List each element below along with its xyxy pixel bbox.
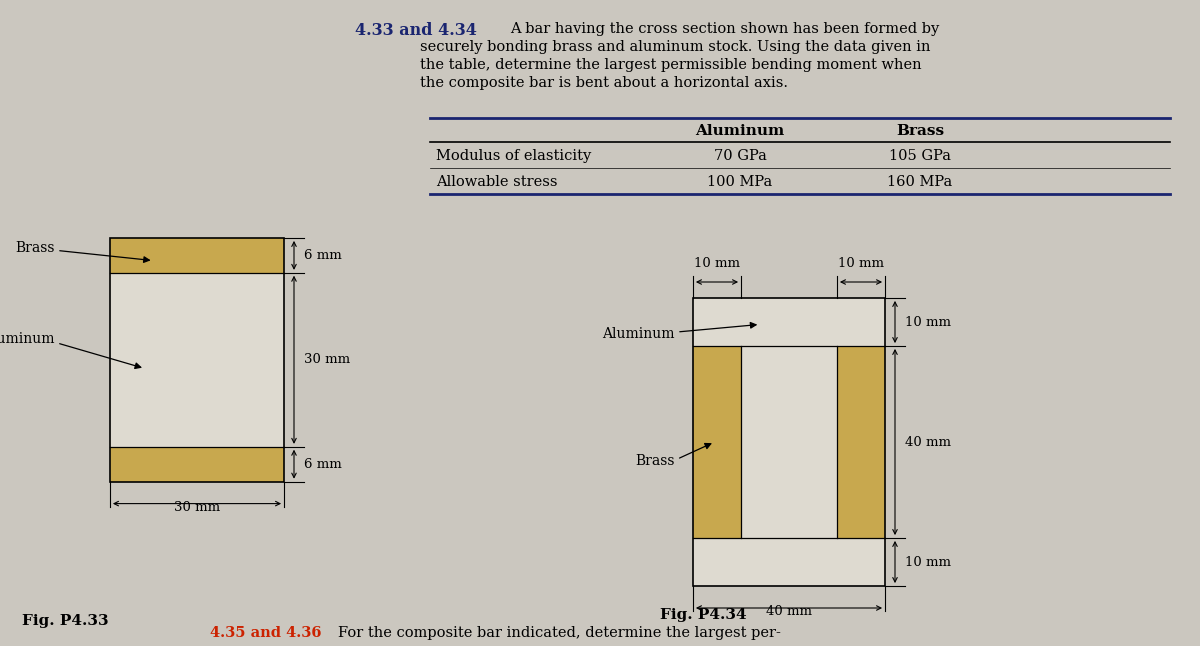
Text: Brass: Brass <box>16 242 55 255</box>
Text: Allowable stress: Allowable stress <box>436 175 558 189</box>
Text: 30 mm: 30 mm <box>174 501 220 514</box>
Text: 40 mm: 40 mm <box>766 605 812 618</box>
Bar <box>694 298 886 586</box>
Bar <box>110 238 284 273</box>
Text: Fig. P4.34: Fig. P4.34 <box>660 608 746 622</box>
Text: Brass: Brass <box>896 124 944 138</box>
Text: 4.33 and 4.34: 4.33 and 4.34 <box>355 22 476 39</box>
Bar <box>838 346 886 538</box>
Text: 10 mm: 10 mm <box>694 257 740 270</box>
Text: Modulus of elasticity: Modulus of elasticity <box>436 149 592 163</box>
Text: the table, determine the largest permissible bending moment when: the table, determine the largest permiss… <box>420 58 922 72</box>
Text: 40 mm: 40 mm <box>905 435 952 448</box>
Text: 100 MPa: 100 MPa <box>707 175 773 189</box>
Text: 4.35 and 4.36: 4.35 and 4.36 <box>210 626 322 640</box>
Text: A bar having the cross section shown has been formed by: A bar having the cross section shown has… <box>510 22 940 36</box>
Bar <box>694 346 742 538</box>
Text: 6 mm: 6 mm <box>304 458 342 471</box>
Text: securely bonding brass and aluminum stock. Using the data given in: securely bonding brass and aluminum stoc… <box>420 40 930 54</box>
Text: Aluminum: Aluminum <box>0 332 55 346</box>
Text: 10 mm: 10 mm <box>905 315 952 329</box>
Text: Aluminum: Aluminum <box>602 327 674 341</box>
Text: Brass: Brass <box>636 454 674 468</box>
Text: 30 mm: 30 mm <box>304 353 350 366</box>
Text: Fig. P4.33: Fig. P4.33 <box>22 614 109 628</box>
Text: 6 mm: 6 mm <box>304 249 342 262</box>
Bar <box>110 238 284 482</box>
Text: 10 mm: 10 mm <box>838 257 884 270</box>
Text: 160 MPa: 160 MPa <box>887 175 953 189</box>
Text: 10 mm: 10 mm <box>905 556 952 568</box>
Text: For the composite bar indicated, determine the largest per-: For the composite bar indicated, determi… <box>338 626 781 640</box>
Bar <box>110 238 284 482</box>
Text: 105 GPa: 105 GPa <box>889 149 952 163</box>
Text: 70 GPa: 70 GPa <box>714 149 767 163</box>
Text: Aluminum: Aluminum <box>695 124 785 138</box>
Bar <box>110 447 284 482</box>
Text: the composite bar is bent about a horizontal axis.: the composite bar is bent about a horizo… <box>420 76 788 90</box>
Bar <box>694 298 886 586</box>
